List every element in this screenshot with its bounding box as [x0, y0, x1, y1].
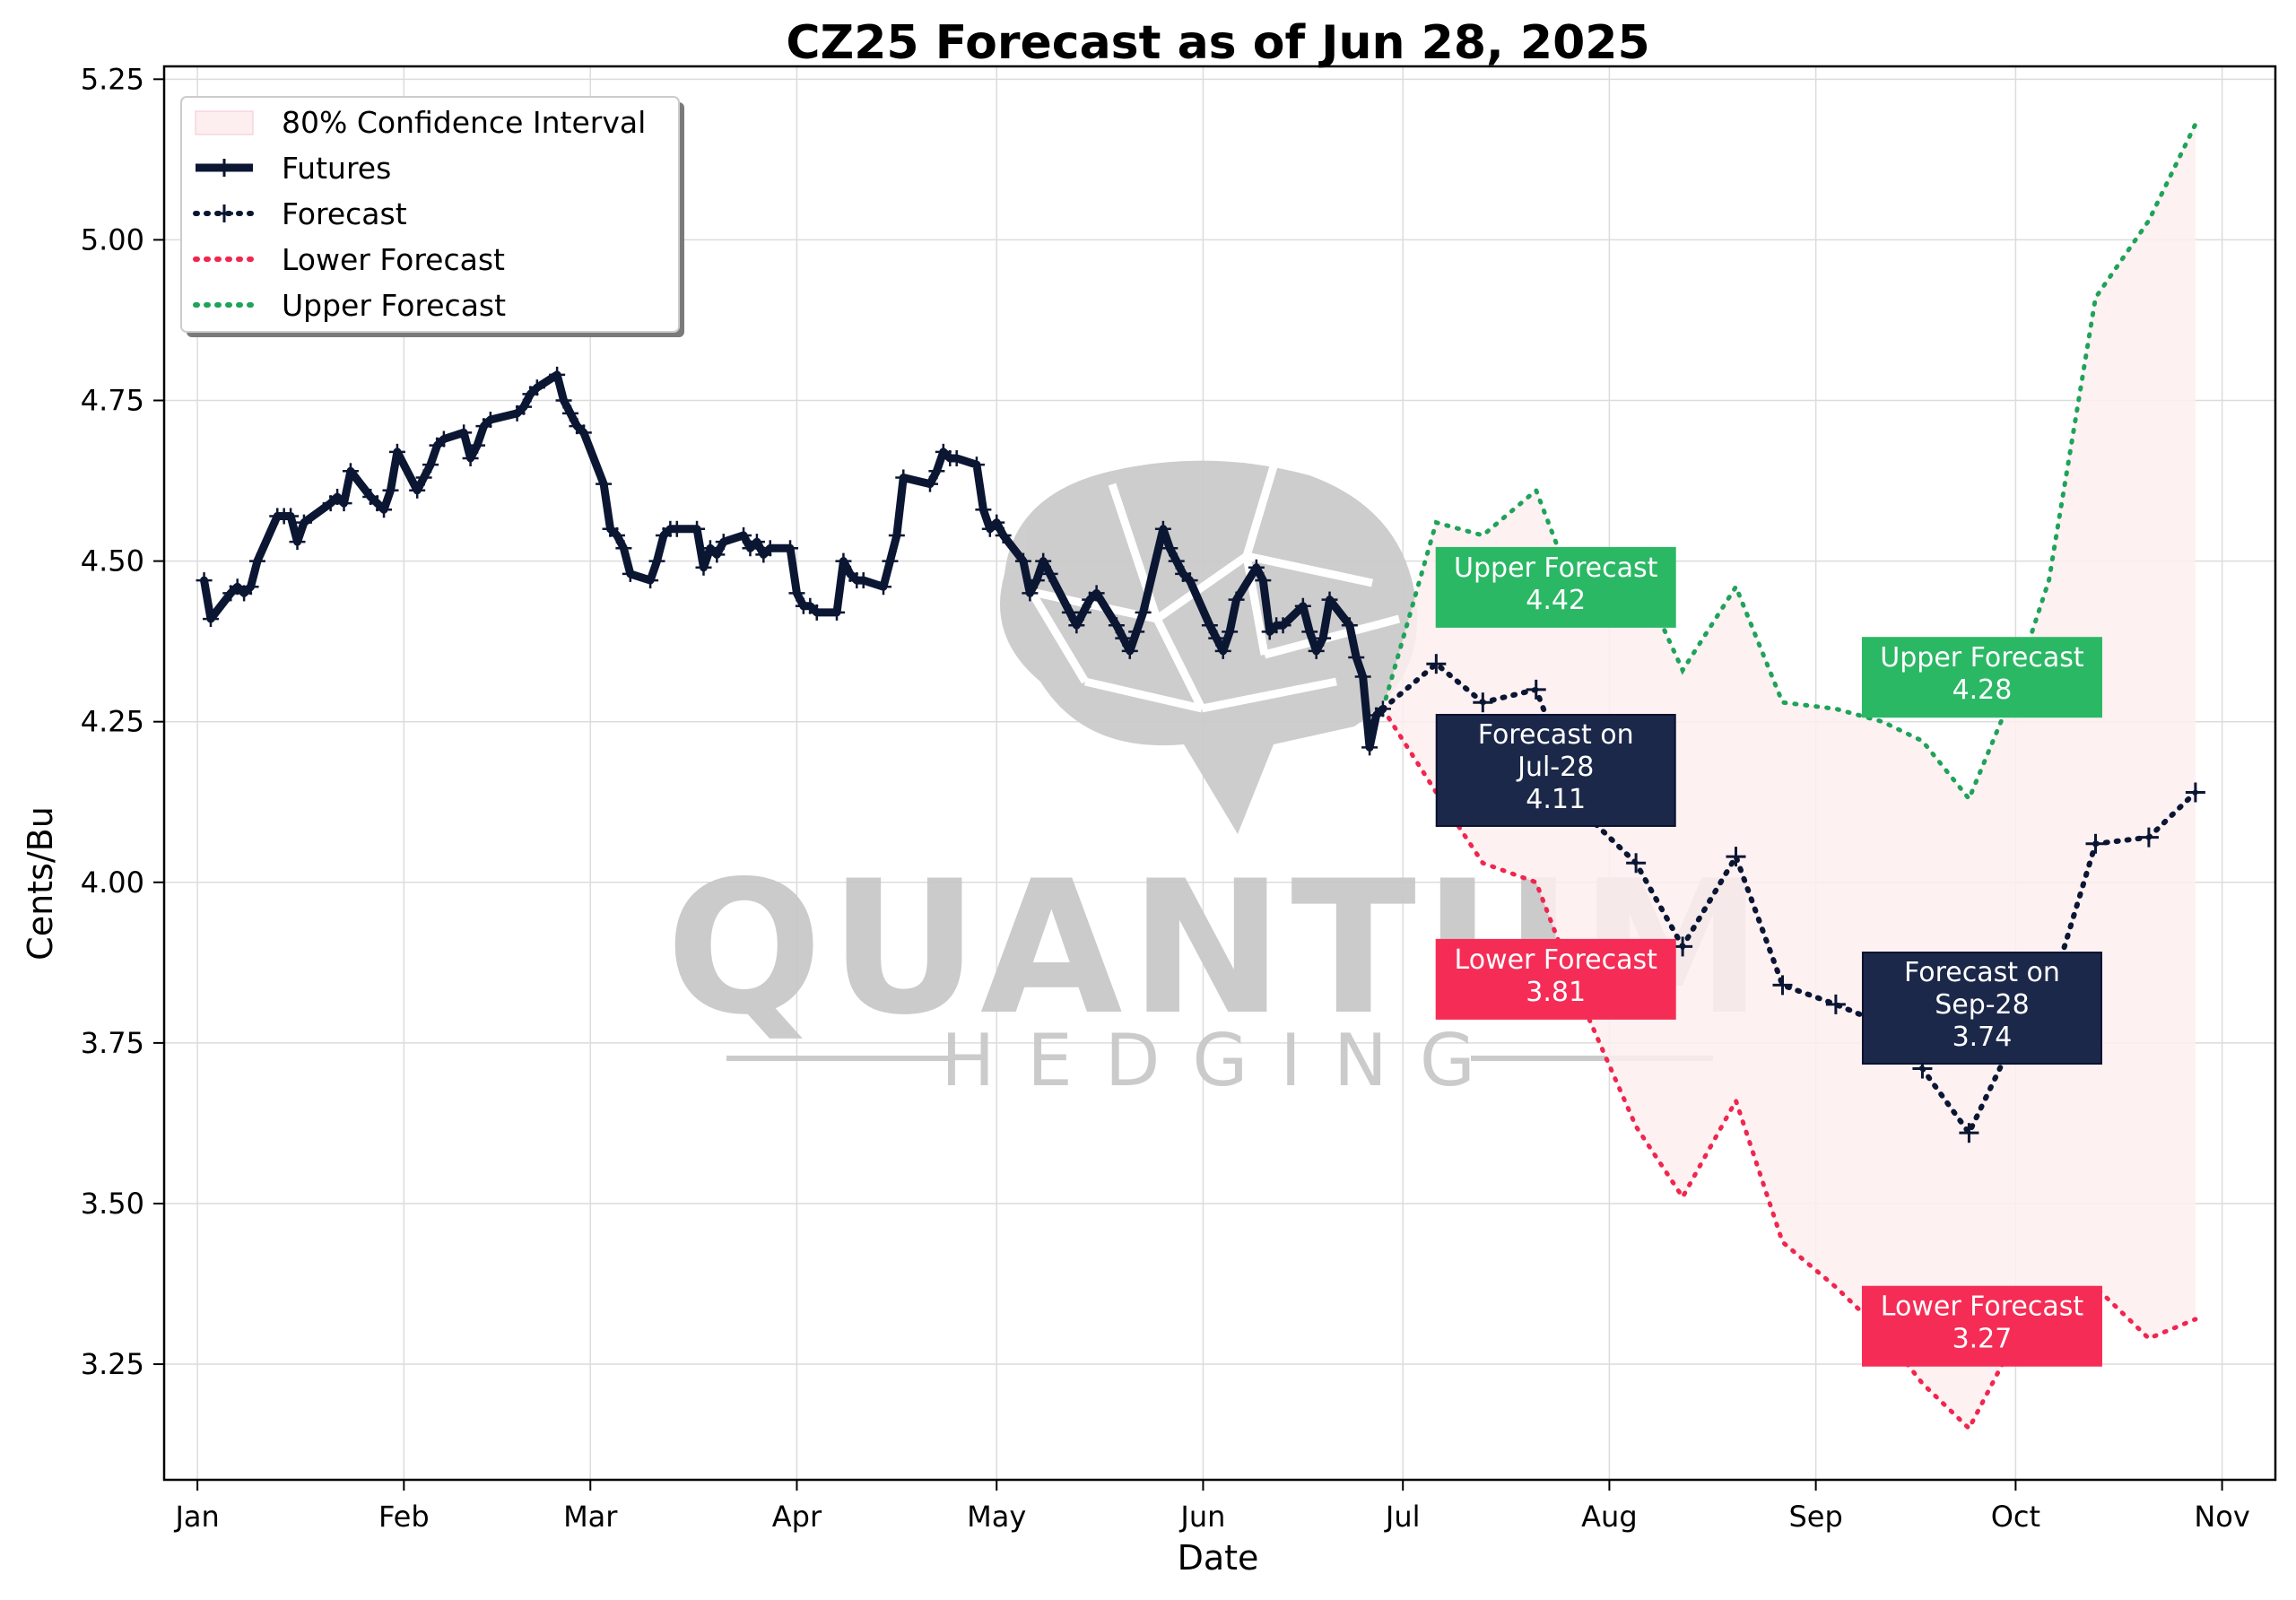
- plot-frame: [162, 65, 2277, 1482]
- legend-item: Futures: [196, 151, 391, 186]
- annotation-text: 4.42: [1526, 585, 1586, 616]
- y-tick-label: 5.00: [81, 222, 144, 257]
- axis-ticks: Jan Feb Mar Apr May Jun Jul Aug Sep Oct Nov 3.25 3.5…: [81, 62, 2250, 1534]
- x-tick-label: Sep: [1788, 1500, 1842, 1534]
- y-tick-label: 4.50: [81, 544, 144, 578]
- annotation-box: [1435, 713, 1676, 827]
- watermark-brain-link: [1201, 677, 1337, 713]
- annotation-text: Sep-28: [1935, 989, 2030, 1021]
- x-tick-label: Jul: [1384, 1500, 1421, 1534]
- x-tick-label: Apr: [772, 1500, 822, 1534]
- annotation-text: 3.27: [1952, 1324, 2013, 1355]
- confidence-interval-band: [1382, 124, 2196, 1429]
- annotation-box: [1861, 1285, 2102, 1367]
- y-tick-label: 3.75: [81, 1026, 144, 1060]
- annotation-text: Jul-28: [1516, 752, 1594, 783]
- legend-item: Upper Forecast: [193, 288, 506, 323]
- legend-label: Futures: [282, 151, 391, 186]
- x-tick-label: Feb: [378, 1500, 430, 1534]
- watermark-brain-link: [1242, 465, 1278, 558]
- annotation-text: Lower Forecast: [1455, 944, 1658, 976]
- x-tick-label: Mar: [563, 1500, 618, 1534]
- legend: 80% Confidence Interval Futures Forecast Lo…: [180, 96, 684, 337]
- legend-item: Forecast: [193, 196, 407, 231]
- x-tick-label: May: [967, 1500, 1026, 1534]
- annotation-box: [1435, 546, 1676, 628]
- legend-label: 80% Confidence Interval: [282, 105, 646, 140]
- annotation-text: Forecast on: [1904, 957, 2060, 988]
- annotation-text: 4.11: [1526, 784, 1586, 815]
- y-tick-label: 5.25: [81, 62, 144, 96]
- watermark-brain-link: [1154, 552, 1249, 622]
- annotation-text: Forecast on: [1478, 719, 1634, 751]
- upper-forecast-line: [1380, 121, 2198, 804]
- annotation-text: Lower Forecast: [1881, 1291, 2084, 1323]
- x-axis-label: Date: [1178, 1538, 1259, 1578]
- y-tick-label: 4.75: [81, 384, 144, 418]
- x-tick-label: Jun: [1178, 1500, 1225, 1534]
- lower-forecast-line: [1380, 706, 2198, 1432]
- futures-markers: [196, 366, 1391, 756]
- watermark-brain-link: [1152, 616, 1206, 711]
- annotation-text: 4.28: [1952, 674, 2013, 706]
- annotation-box: [1861, 952, 2102, 1065]
- y-tick-label: 4.25: [81, 705, 144, 739]
- forecast-line: [1379, 660, 2198, 1138]
- watermark-brain-link: [1031, 587, 1158, 623]
- legend-swatch-patch: [195, 110, 254, 135]
- watermark-brain-icon: [1000, 460, 1418, 834]
- annotation-text: 3.74: [1952, 1022, 2013, 1053]
- x-tick-label: Nov: [2194, 1500, 2249, 1534]
- chart-title: CZ25 Forecast as of Jun 28, 2025: [786, 16, 1649, 70]
- x-tick-label: Oct: [1991, 1500, 2040, 1534]
- legend-item: Lower Forecast: [193, 242, 505, 277]
- annotation-text: 3.81: [1526, 977, 1586, 1008]
- legend-box: [180, 96, 680, 333]
- legend-label: Forecast: [282, 196, 407, 231]
- y-tick-label: 3.25: [81, 1347, 144, 1381]
- annotation-box: [1861, 637, 2102, 718]
- annotation-box: [1435, 938, 1676, 1020]
- watermark-brain-link: [1083, 677, 1204, 713]
- annotation-text: Upper Forecast: [1880, 642, 2084, 674]
- watermark-brain-link: [1028, 589, 1089, 684]
- legend-item: 80% Confidence Interval: [195, 105, 646, 140]
- watermark-subtitle: HEDGING: [941, 1019, 1508, 1102]
- y-axis-label: Cents/Bu: [21, 806, 60, 961]
- legend-label: Upper Forecast: [282, 288, 506, 323]
- x-tick-label: Jan: [173, 1500, 219, 1534]
- y-tick-label: 3.50: [81, 1187, 144, 1221]
- x-tick-label: Aug: [1581, 1500, 1637, 1534]
- y-tick-label: 4.00: [81, 865, 144, 900]
- annotation-text: Upper Forecast: [1454, 552, 1658, 584]
- watermark-brain-link: [1246, 552, 1373, 587]
- watermark-brain-link: [1263, 614, 1401, 659]
- legend-label: Lower Forecast: [282, 242, 505, 277]
